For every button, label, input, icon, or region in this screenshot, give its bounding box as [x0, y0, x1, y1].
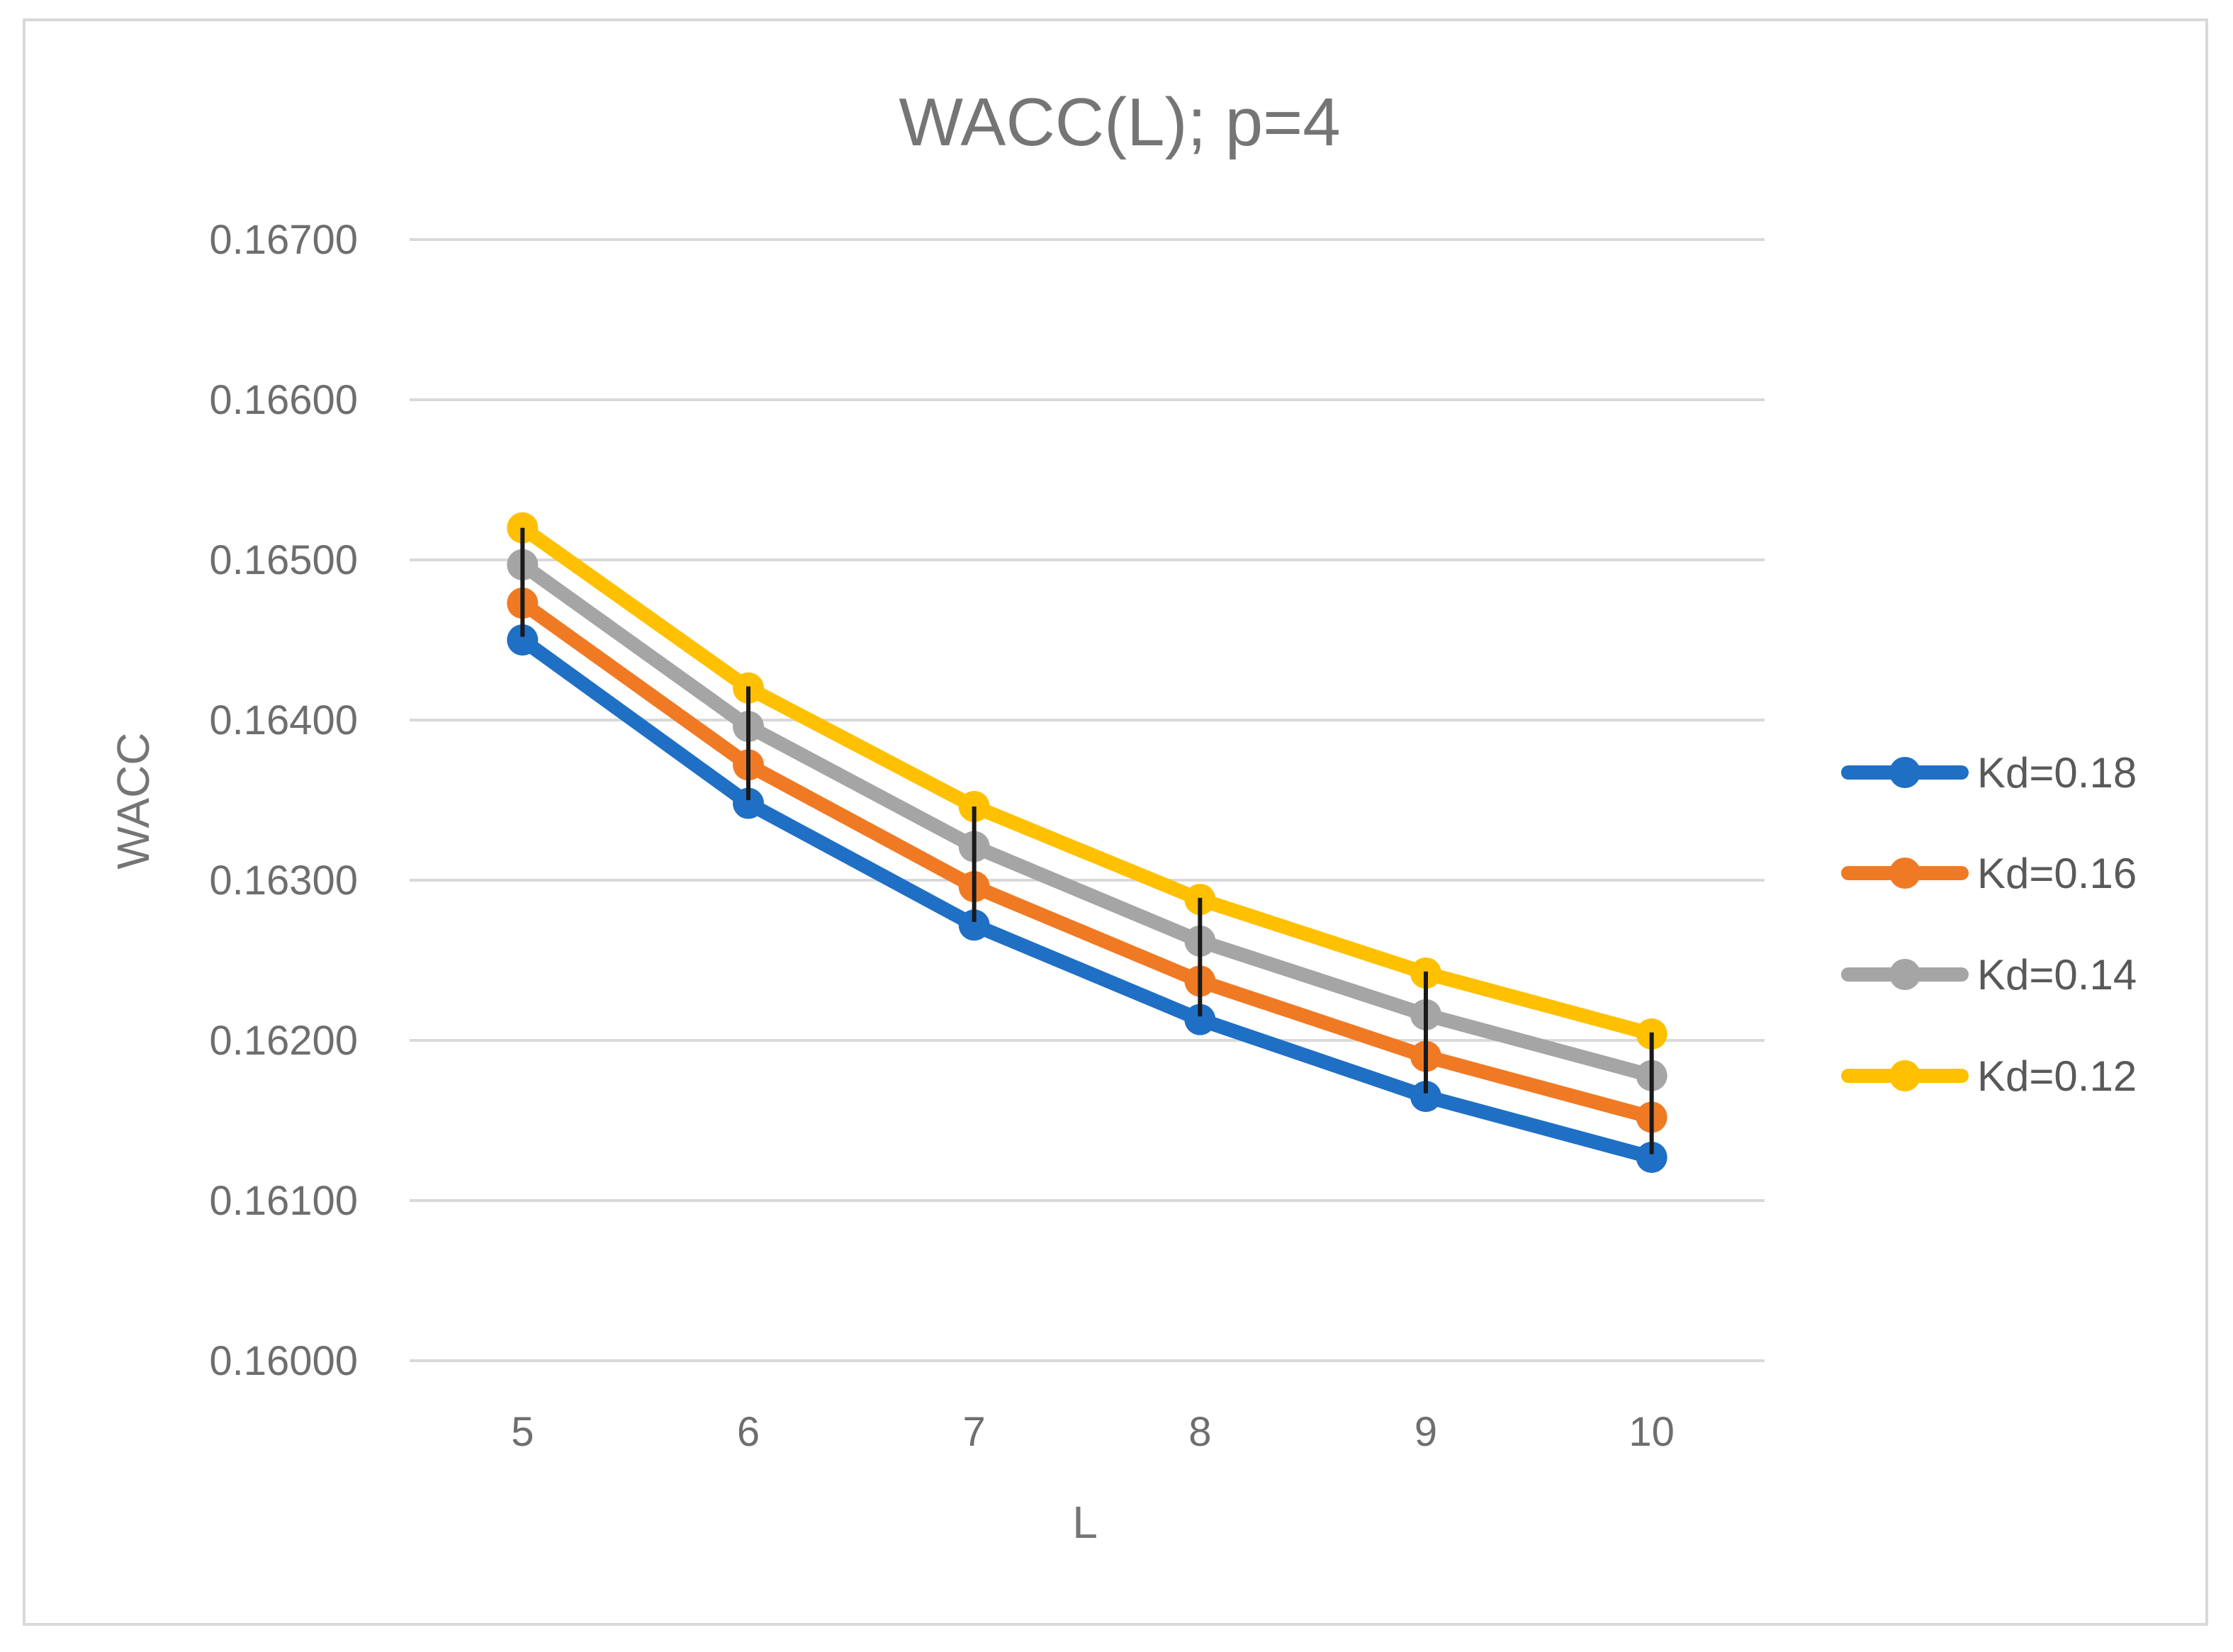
y-tick-label: 0.16600 — [209, 377, 358, 423]
legend: Kd=0.18 Kd=0.16 Kd=0.14 Kd=0.12 — [1841, 749, 2137, 1100]
y-axis-label: WACC — [108, 732, 159, 869]
x-axis-ticks: 5 6 7 8 9 10 — [511, 1409, 1675, 1455]
x-tick-label: 9 — [1414, 1409, 1437, 1455]
x-tick-label: 8 — [1188, 1409, 1211, 1455]
legend-swatch-marker — [1889, 959, 1920, 990]
chart-frame — [23, 18, 2208, 1626]
y-axis-ticks: 0.16000 0.16100 0.16200 0.16300 0.16400 0.165… — [209, 217, 358, 1384]
data-point — [958, 909, 990, 941]
legend-label: Kd=0.16 — [1977, 850, 2137, 897]
y-tick-label: 0.16700 — [209, 217, 358, 263]
series-line — [515, 520, 1659, 1041]
legend-label: Kd=0.12 — [1977, 1052, 2137, 1100]
error-bars — [520, 527, 1654, 1154]
y-tick-label: 0.16300 — [209, 858, 358, 904]
y-tick-label: 0.16000 — [209, 1338, 358, 1384]
legend-label: Kd=0.14 — [1977, 951, 2137, 999]
y-tick-label: 0.16500 — [209, 537, 358, 583]
x-tick-label: 5 — [511, 1409, 534, 1455]
legend-swatch-marker — [1889, 1060, 1920, 1091]
data-point — [507, 624, 539, 656]
legend-swatch-marker — [1889, 858, 1920, 889]
y-tick-label: 0.16400 — [209, 697, 358, 743]
data-point — [1410, 1081, 1441, 1113]
gridlines — [410, 238, 1765, 1362]
x-tick-label: 7 — [963, 1409, 986, 1455]
chart-title: WACC(L); p=4 — [899, 84, 1340, 160]
data-point — [733, 787, 764, 819]
series-line — [515, 633, 1659, 1164]
series-line — [515, 557, 1659, 1083]
legend-label: Kd=0.18 — [1977, 749, 2137, 797]
legend-swatch-marker — [1889, 757, 1920, 788]
x-tick-label: 6 — [737, 1409, 760, 1455]
series-lines — [507, 512, 1667, 1173]
data-point — [1184, 1004, 1216, 1035]
y-tick-label: 0.16200 — [209, 1018, 358, 1064]
y-tick-label: 0.16100 — [209, 1178, 358, 1224]
data-point — [1636, 1141, 1667, 1173]
series-line — [515, 596, 1659, 1125]
x-axis-label: L — [1072, 1497, 1098, 1548]
x-tick-label: 10 — [1629, 1409, 1675, 1455]
